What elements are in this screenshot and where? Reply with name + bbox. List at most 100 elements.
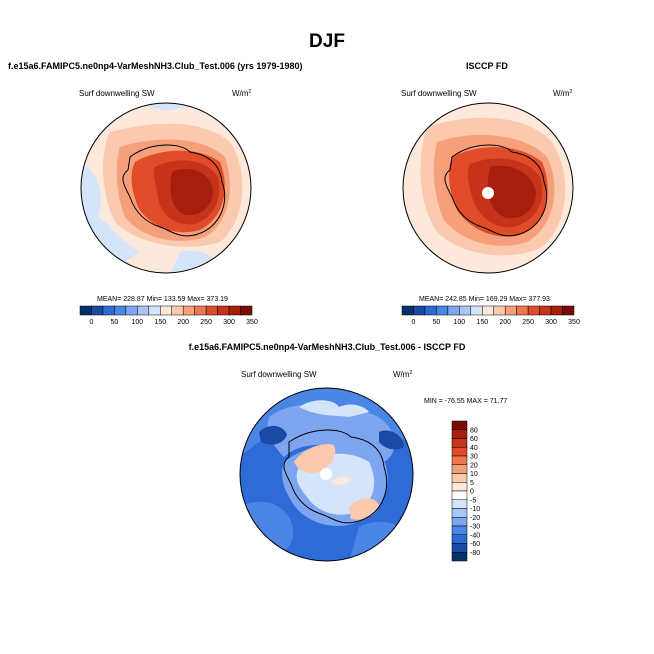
- model-colorbar-tick-label: 0: [90, 319, 94, 326]
- diff-colorbar-swatch: [451, 508, 468, 518]
- diff-variable-label: Surf downwelling SW: [241, 370, 317, 379]
- diff-colorbar-tick-label: -40: [470, 532, 480, 539]
- diff-units-label: W/m2: [393, 370, 413, 379]
- diff-pole-missing-data: [320, 468, 332, 480]
- model-colorbar-tick-label: 200: [177, 319, 189, 326]
- obs-colorbar-swatch: [539, 305, 552, 316]
- diff-colorbar-swatch: [451, 482, 468, 492]
- model-colorbar-swatch: [240, 305, 253, 316]
- model-colorbar-swatch: [217, 305, 230, 316]
- model-colorbar-tick-label: 50: [111, 319, 119, 326]
- model-colorbar-swatch: [148, 305, 161, 316]
- obs-panel-title: ISCCP FD: [466, 61, 508, 71]
- obs-colorbar-swatch: [470, 305, 483, 316]
- model-colorbar-tick-label: 100: [131, 319, 143, 326]
- obs-stats: MEAN= 242.85 Min= 169.29 Max= 377.93: [419, 296, 550, 303]
- diff-colorbar-tick-label: 10: [470, 471, 478, 478]
- obs-colorbar-swatch: [401, 305, 414, 316]
- model-colorbar-swatch: [102, 305, 115, 316]
- obs-pole-missing-data: [482, 187, 494, 199]
- obs-colorbar-tick-label: 200: [499, 319, 511, 326]
- model-panel-title: f.e15a6.FAMIPC5.ne0np4-VarMeshNH3.Club_T…: [8, 61, 303, 71]
- diff-colorbar-swatch: [451, 455, 468, 465]
- diff-colorbar-swatch: [451, 552, 468, 562]
- model-polar-map: [80, 102, 252, 274]
- obs-colorbar-tick-label: 250: [522, 319, 534, 326]
- model-colorbar-tick-label: 250: [200, 319, 212, 326]
- model-colorbar-swatch: [171, 305, 184, 316]
- model-colorbar-swatch: [79, 305, 92, 316]
- diff-colorbar-swatch: [451, 473, 468, 483]
- obs-coastline: [444, 144, 548, 237]
- obs-colorbar-tick-label: 0: [412, 319, 416, 326]
- obs-colorbar: 0 50 100 150 200 250 300 350: [401, 305, 580, 326]
- model-colorbar: 0 50 100 150 200 250 300 350: [79, 305, 258, 326]
- model-colorbar-swatch: [160, 305, 172, 316]
- diff-colorbar-tick-label: 80: [470, 427, 478, 434]
- diff-colorbar-swatch: [451, 525, 468, 535]
- diff-colorbar-swatch: [451, 534, 468, 544]
- obs-colorbar-tick-label: 350: [568, 319, 580, 326]
- model-colorbar-tick-label: 350: [246, 319, 258, 326]
- model-colorbar-swatch: [125, 305, 138, 316]
- obs-variable-label: Surf downwelling SW: [401, 89, 477, 98]
- diff-colorbar-tick-label: 20: [470, 462, 478, 469]
- model-colorbar-swatch: [194, 305, 207, 316]
- diff-panel-title: f.e15a6.FAMIPC5.ne0np4-VarMeshNH3.Club_T…: [188, 342, 466, 352]
- diff-stats: MIN = -76.55 MAX = 71.77: [424, 398, 508, 405]
- diff-colorbar-tick-label: -5: [470, 497, 476, 504]
- diff-colorbar-swatch: [451, 490, 468, 500]
- obs-colorbar-swatch: [527, 305, 540, 316]
- diff-colorbar-tick-label: 60: [470, 436, 478, 443]
- model-colorbar-tick-label: 300: [223, 319, 235, 326]
- page-title: DJF: [309, 31, 345, 52]
- model-variable-label: Surf downwelling SW: [79, 89, 155, 98]
- model-units-label: W/m2: [232, 89, 252, 98]
- obs-colorbar-swatch: [447, 305, 460, 316]
- model-stats: MEAN= 228.87 Min= 133.59 Max= 373.19: [97, 296, 228, 303]
- diff-colorbar-tick-label: 30: [470, 454, 478, 461]
- model-colorbar-tick-label: 150: [154, 319, 166, 326]
- obs-polar-map: [402, 102, 574, 274]
- diff-colorbar-tick-label: -10: [470, 506, 480, 513]
- diff-colorbar-swatch: [451, 499, 468, 509]
- obs-colorbar-swatch: [550, 305, 563, 316]
- diff-colorbar-swatch: [451, 429, 468, 439]
- diff-colorbar-tick-label: -20: [470, 515, 480, 522]
- diff-polar-map: [239, 387, 414, 562]
- model-coastline: [122, 144, 226, 237]
- diff-colorbar-swatch: [451, 517, 468, 527]
- obs-units-label: W/m2: [553, 89, 573, 98]
- diff-colorbar-swatch: [451, 543, 468, 553]
- obs-colorbar-tick-label: 150: [476, 319, 488, 326]
- obs-colorbar-swatch: [424, 305, 437, 316]
- diff-colorbar-swatch: [451, 447, 468, 457]
- obs-colorbar-swatch: [562, 305, 575, 316]
- model-colorbar-swatch: [137, 305, 150, 316]
- model-colorbar-swatch: [114, 305, 127, 316]
- diff-colorbar-tick-label: 40: [470, 445, 478, 452]
- obs-colorbar-swatch: [436, 305, 449, 316]
- diff-colorbar-tick-label: -80: [470, 550, 480, 557]
- obs-colorbar-swatch: [516, 305, 529, 316]
- diff-colorbar-swatch: [451, 438, 468, 448]
- diff-coastline: [283, 429, 388, 524]
- diff-colorbar-tick-label: -60: [470, 541, 480, 548]
- obs-colorbar-tick-label: 300: [545, 319, 557, 326]
- obs-colorbar-swatch: [459, 305, 472, 316]
- obs-colorbar-tick-label: 50: [433, 319, 441, 326]
- diff-colorbar-swatch: [451, 464, 468, 474]
- diff-colorbar-swatch: [451, 420, 468, 430]
- diff-colorbar-tick-label: 0: [470, 489, 474, 496]
- obs-colorbar-swatch: [493, 305, 506, 316]
- model-colorbar-swatch: [205, 305, 218, 316]
- model-colorbar-swatch: [182, 305, 195, 316]
- model-colorbar-swatch: [228, 305, 241, 316]
- obs-colorbar-swatch: [482, 305, 494, 316]
- obs-colorbar-swatch: [413, 305, 426, 316]
- obs-colorbar-tick-label: 100: [453, 319, 465, 326]
- obs-colorbar-swatch: [504, 305, 517, 316]
- diff-colorbar-tick-label: -30: [470, 524, 480, 531]
- model-colorbar-swatch: [91, 305, 104, 316]
